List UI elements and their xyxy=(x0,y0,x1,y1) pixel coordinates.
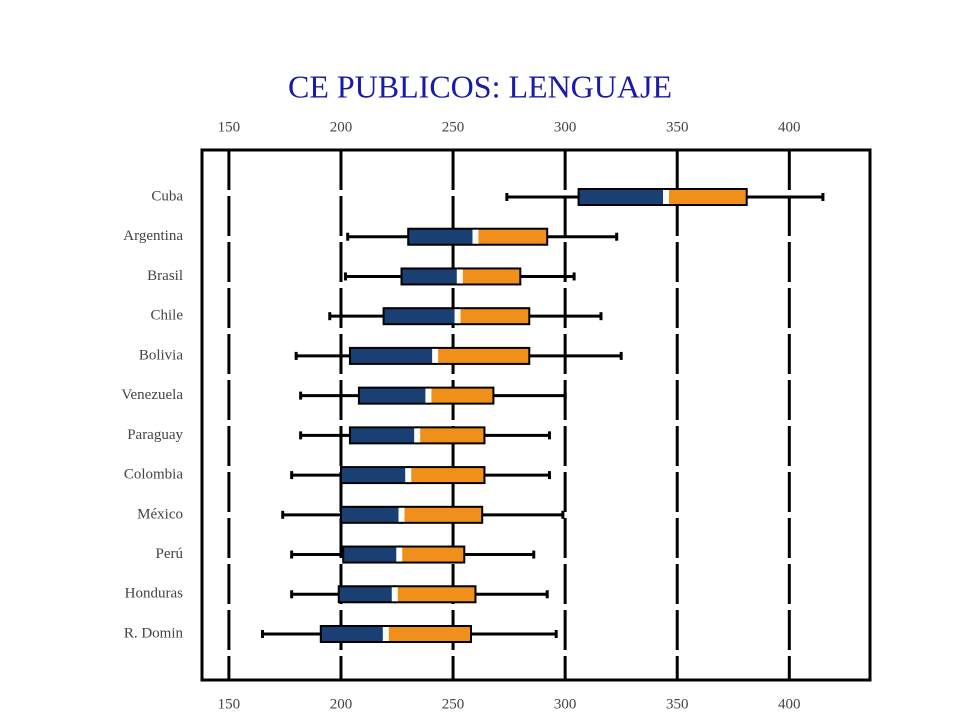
box-lower xyxy=(357,386,430,405)
box-upper xyxy=(393,585,477,604)
box-upper xyxy=(416,426,486,445)
x-tick-label: 200 xyxy=(330,119,353,135)
x-tick-label: 350 xyxy=(666,119,689,135)
median xyxy=(414,428,421,443)
median xyxy=(396,547,403,562)
x-tick-label: 250 xyxy=(442,119,465,135)
box-lower xyxy=(577,188,668,206)
box-lower xyxy=(339,505,403,524)
median xyxy=(398,507,405,522)
category-label: Perú xyxy=(156,546,184,562)
median xyxy=(382,627,389,641)
x-tick-label: 200 xyxy=(330,696,353,712)
box-upper xyxy=(458,267,522,286)
box-upper xyxy=(407,466,486,485)
category-label: Brasil xyxy=(147,268,183,284)
box-lower xyxy=(337,585,396,604)
x-tick-label: 150 xyxy=(218,696,241,712)
median xyxy=(405,468,412,483)
category-label: Bolivia xyxy=(139,347,184,363)
box-lower xyxy=(382,307,459,326)
category-label: México xyxy=(137,506,183,522)
box-upper xyxy=(474,227,549,246)
category-label: Paraguay xyxy=(127,427,183,443)
x-tick-label: 400 xyxy=(778,696,801,712)
median xyxy=(472,229,479,244)
box-upper xyxy=(665,188,748,206)
median xyxy=(456,269,463,284)
median xyxy=(454,309,461,324)
category-label: R. Domin xyxy=(124,625,184,641)
median xyxy=(663,190,670,204)
box-upper xyxy=(400,505,484,524)
x-tick-label: 250 xyxy=(442,696,465,712)
box-upper xyxy=(456,307,531,326)
median xyxy=(425,388,432,403)
box-lower xyxy=(319,625,387,643)
plot-frame xyxy=(200,148,872,682)
x-tick-label: 350 xyxy=(666,696,689,712)
category-label: Argentina xyxy=(123,228,183,244)
box-upper xyxy=(434,346,531,365)
x-tick-label: 400 xyxy=(778,119,801,135)
x-tick-label: 300 xyxy=(554,119,577,135)
category-label: Honduras xyxy=(125,586,183,602)
median xyxy=(432,348,439,363)
box-lower xyxy=(342,545,401,564)
category-label: Cuba xyxy=(151,188,183,204)
box-upper xyxy=(398,545,466,564)
box-lower xyxy=(407,227,477,246)
chart-title: CE PUBLICOS: LENGUAJE xyxy=(288,68,672,104)
box-lower xyxy=(348,346,437,365)
box-lower xyxy=(400,267,461,286)
box-upper xyxy=(384,625,472,643)
box-lower xyxy=(339,466,410,485)
category-label: Chile xyxy=(151,308,184,324)
box-lower xyxy=(348,426,419,445)
category-label: Venezuela xyxy=(121,387,183,403)
box-upper xyxy=(427,386,495,405)
median xyxy=(391,587,398,602)
x-tick-label: 150 xyxy=(218,119,241,135)
x-tick-label: 300 xyxy=(554,696,577,712)
category-label: Colombia xyxy=(124,467,184,483)
